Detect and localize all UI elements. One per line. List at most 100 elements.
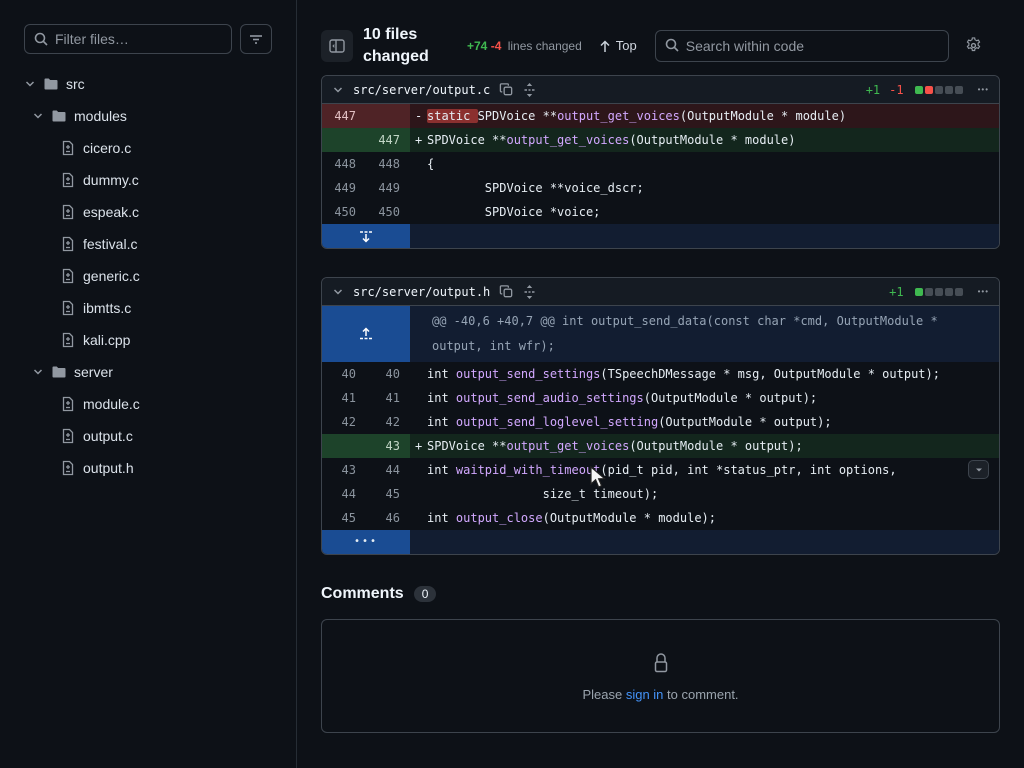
sidebar-item-module-c[interactable]: module.c	[8, 388, 288, 420]
file-path[interactable]: src/server/output.h	[353, 284, 491, 299]
old-line-number[interactable]: 41	[341, 391, 356, 406]
old-line-number[interactable]	[322, 434, 366, 459]
expand-row	[322, 224, 999, 249]
diff-sign	[410, 152, 427, 176]
code-token: (OutputModule * module);	[542, 511, 716, 526]
old-line-number[interactable]: 44	[341, 487, 356, 502]
new-line-number[interactable]: 44	[385, 463, 400, 478]
code-function-token: output_get_voices	[506, 439, 630, 454]
new-line-number[interactable]: 448	[378, 157, 400, 172]
copy-path-icon[interactable]	[499, 284, 514, 299]
sidebar-item-generic-c[interactable]: generic.c	[8, 260, 288, 292]
old-line-number[interactable]: 448	[334, 157, 356, 172]
tree-item-label: ibmtts.c	[83, 300, 132, 316]
scroll-to-top-link[interactable]: Top	[599, 38, 637, 53]
diff-sign	[410, 176, 427, 200]
old-line-number[interactable]: 40	[341, 367, 356, 382]
new-line-number[interactable]: 43	[366, 434, 410, 459]
sidebar-item-server[interactable]: server	[8, 356, 288, 388]
code-content: int waitpid_with_timeout(pid_t pid, int …	[410, 458, 999, 482]
comments-header: Comments 0	[321, 585, 1000, 603]
expand-row-filler	[410, 530, 999, 555]
expand-dots-icon: •••	[353, 536, 379, 548]
diff-stat-square-added	[914, 85, 923, 94]
file-options-kebab-icon[interactable]: •••	[977, 286, 989, 296]
tree-item-label: festival.c	[83, 236, 138, 252]
new-line-number[interactable]: 40	[385, 367, 400, 382]
code-function-token: output_close	[455, 511, 543, 526]
sidebar-item-kali-cpp[interactable]: kali.cpp	[8, 324, 288, 356]
diff-stat-square-neutral	[924, 287, 933, 296]
old-line-number[interactable]: 447	[322, 104, 366, 129]
old-line-number[interactable]	[322, 128, 366, 153]
collapse-file-chevron-icon[interactable]	[332, 286, 344, 298]
new-line-number[interactable]: 46	[385, 511, 400, 526]
tree-item-label: src	[66, 76, 85, 92]
sidebar-item-src[interactable]: src	[8, 68, 288, 100]
chevron-down-icon	[24, 78, 36, 90]
comments-title: Comments	[321, 585, 404, 603]
sidebar-item-output-c[interactable]: output.c	[8, 420, 288, 452]
new-line-number[interactable]: 42	[385, 415, 400, 430]
expand-row: •••	[322, 530, 999, 555]
comments-count-badge: 0	[413, 586, 437, 603]
old-line-number[interactable]: 43	[341, 463, 356, 478]
new-line-number[interactable]: 447	[366, 128, 410, 153]
new-line-number[interactable]: 449	[378, 181, 400, 196]
expand-up-button[interactable]	[322, 306, 410, 363]
new-line-number[interactable]: 450	[378, 205, 400, 220]
file-diff-icon	[60, 332, 76, 348]
diff-stat-square-neutral	[954, 85, 963, 94]
new-line-number[interactable]: 45	[385, 487, 400, 502]
filter-row	[0, 0, 296, 68]
expand-all-hunks-icon[interactable]	[523, 284, 536, 300]
sidebar-item-ibmtts-c[interactable]: ibmtts.c	[8, 292, 288, 324]
code-function-token: output_send_audio_settings	[455, 391, 644, 406]
copy-path-icon[interactable]	[499, 82, 514, 97]
hunk-header-text: @@ -40,6 +40,7 @@ int output_send_data(c…	[410, 306, 999, 363]
file-path[interactable]: src/server/output.c	[353, 82, 491, 97]
search-icon	[665, 38, 679, 52]
notice-suffix: to comment.	[663, 686, 739, 702]
sidebar-item-modules[interactable]: modules	[8, 100, 288, 132]
context-line: 449 449 SPDVoice **voice_dscr;	[322, 176, 999, 200]
code-token: int	[427, 367, 456, 382]
file-diff-icon	[60, 460, 76, 476]
old-line-number[interactable]: 42	[341, 415, 356, 430]
sign-in-link[interactable]: sign in	[625, 686, 664, 702]
expand-all-hunks-icon[interactable]	[523, 82, 536, 98]
file-options-kebab-icon[interactable]: •••	[977, 84, 989, 94]
sidebar-item-espeak-c[interactable]: espeak.c	[8, 196, 288, 228]
diff-sign	[410, 362, 427, 386]
filter-files-input[interactable]	[24, 24, 232, 54]
diff-stat-square-neutral	[954, 287, 963, 296]
expand-down-button[interactable]	[322, 224, 410, 249]
chevron-down-icon	[974, 465, 984, 475]
old-line-number[interactable]: 450	[334, 205, 356, 220]
diff-settings-button[interactable]	[961, 33, 987, 59]
sidebar-item-dummy-c[interactable]: dummy.c	[8, 164, 288, 196]
old-line-number[interactable]: 449	[334, 181, 356, 196]
expand-row-filler	[410, 224, 999, 249]
collapse-sidebar-button[interactable]	[321, 29, 353, 62]
line-actions-button[interactable]	[968, 460, 989, 480]
new-line-number[interactable]: 41	[385, 391, 400, 406]
sidebar-item-cicero-c[interactable]: cicero.c	[8, 132, 288, 164]
old-line-number[interactable]: 45	[341, 511, 356, 526]
file-filter-button[interactable]	[240, 24, 272, 54]
expand-dots-button[interactable]: •••	[322, 530, 410, 555]
diffs-container: src/server/output.c +1 -1 ••• 447- static SPD…	[321, 75, 1000, 556]
code-token: int	[427, 391, 456, 406]
code-function-token: waitpid_with_timeout	[455, 463, 601, 478]
hunk-header-row: @@ -40,6 +40,7 @@ int output_send_data(c…	[322, 306, 999, 363]
new-line-number[interactable]	[366, 104, 410, 129]
file-removed-count: -1	[889, 82, 904, 97]
diff-stat-squares	[914, 287, 963, 296]
sidebar-item-festival-c[interactable]: festival.c	[8, 228, 288, 260]
collapse-file-chevron-icon[interactable]	[332, 84, 344, 96]
file-added-count: +1	[865, 82, 881, 97]
diff-stat-square-neutral	[944, 287, 953, 296]
sidebar-item-output-h[interactable]: output.h	[8, 452, 288, 484]
context-line: 43 44 int waitpid_with_timeout(pid_t pid,…	[322, 458, 999, 482]
search-within-code-input[interactable]	[654, 29, 949, 62]
